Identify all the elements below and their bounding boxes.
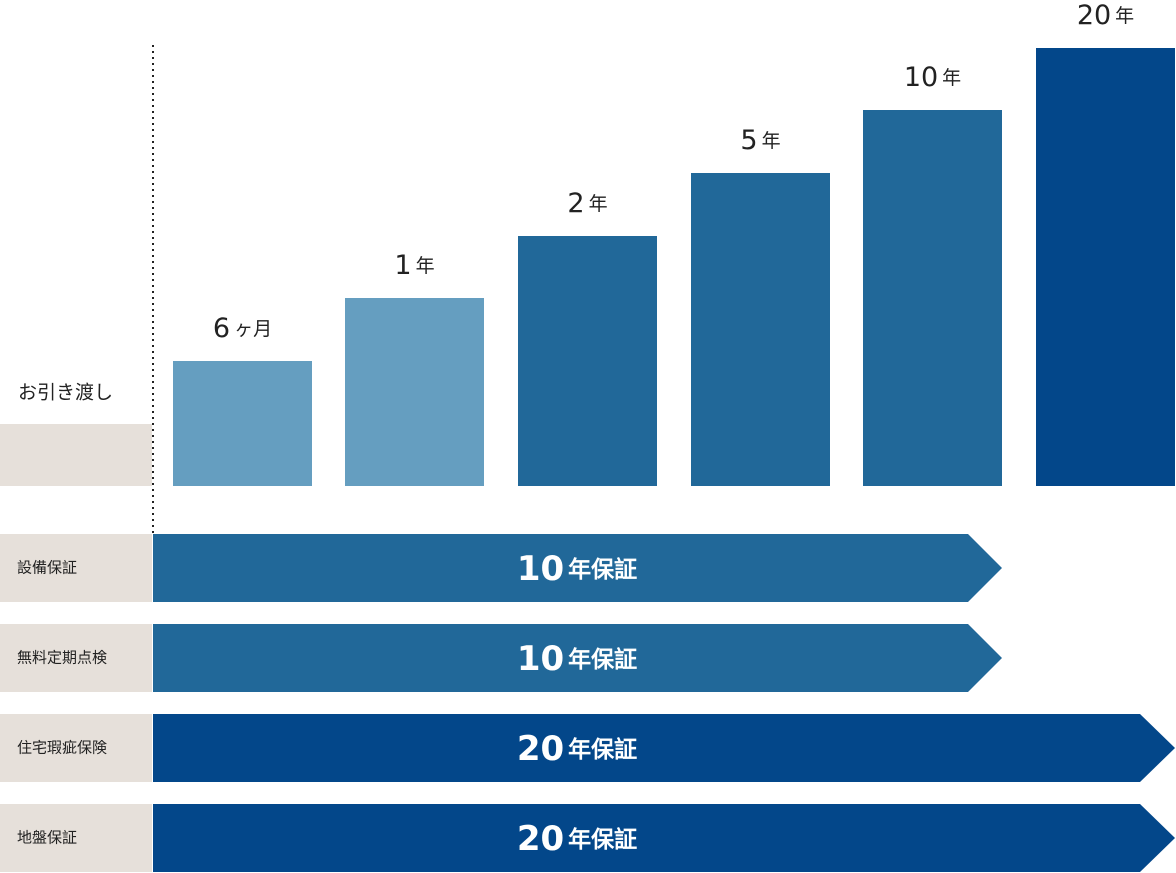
row-arrow bbox=[153, 804, 1175, 872]
step-bar bbox=[1036, 48, 1175, 486]
row-arrow-label: 20 年保証 bbox=[517, 729, 637, 769]
row-label-bg bbox=[0, 804, 152, 872]
step-bar bbox=[863, 110, 1002, 486]
step-unit: 年 bbox=[942, 67, 961, 89]
row-arrow bbox=[153, 624, 1002, 692]
row-number: 20 bbox=[517, 819, 564, 859]
step-label: 20 年 bbox=[1077, 0, 1134, 31]
row-number: 10 bbox=[517, 549, 564, 589]
step-number: 6 bbox=[213, 313, 230, 344]
step-bar bbox=[173, 361, 312, 486]
row-unit: 年保証 bbox=[568, 736, 637, 763]
step-bar bbox=[345, 298, 484, 486]
row-label: 設備保証 bbox=[17, 559, 77, 577]
row-label: 住宅瑕疵保険 bbox=[17, 739, 107, 757]
row-arrow-label: 20 年保証 bbox=[517, 819, 637, 859]
row-number: 20 bbox=[517, 729, 564, 769]
step-label: 6 ヶ月 bbox=[213, 313, 272, 344]
step-unit: 年 bbox=[589, 193, 608, 215]
row-label-bg bbox=[0, 534, 152, 602]
step-number: 2 bbox=[567, 188, 584, 219]
row-label-bg bbox=[0, 624, 152, 692]
step-bar bbox=[518, 236, 657, 486]
step-unit: 年 bbox=[1115, 5, 1134, 27]
row-unit: 年保証 bbox=[568, 826, 637, 853]
step-unit: ヶ月 bbox=[234, 318, 272, 340]
handover-block bbox=[0, 424, 152, 486]
row-unit: 年保証 bbox=[568, 646, 637, 673]
step-unit: 年 bbox=[416, 255, 435, 277]
row-label-bg bbox=[0, 714, 152, 782]
row-arrow-label: 10 年保証 bbox=[517, 639, 637, 679]
step-unit: 年 bbox=[762, 130, 781, 152]
step-number: 10 bbox=[904, 62, 938, 93]
row-label: 地盤保証 bbox=[17, 829, 77, 847]
row-arrow bbox=[153, 534, 1002, 602]
step-number: 5 bbox=[740, 125, 757, 156]
step-number: 1 bbox=[394, 250, 411, 281]
handover-label: お引き渡し bbox=[18, 382, 113, 404]
row-arrow bbox=[153, 714, 1175, 782]
row-unit: 年保証 bbox=[568, 556, 637, 583]
step-number: 20 bbox=[1077, 0, 1111, 31]
row-arrow-label: 10 年保証 bbox=[517, 549, 637, 589]
row-number: 10 bbox=[517, 639, 564, 679]
step-bar bbox=[691, 173, 830, 486]
step-label: 10 年 bbox=[904, 62, 961, 93]
row-label: 無料定期点検 bbox=[17, 649, 107, 667]
